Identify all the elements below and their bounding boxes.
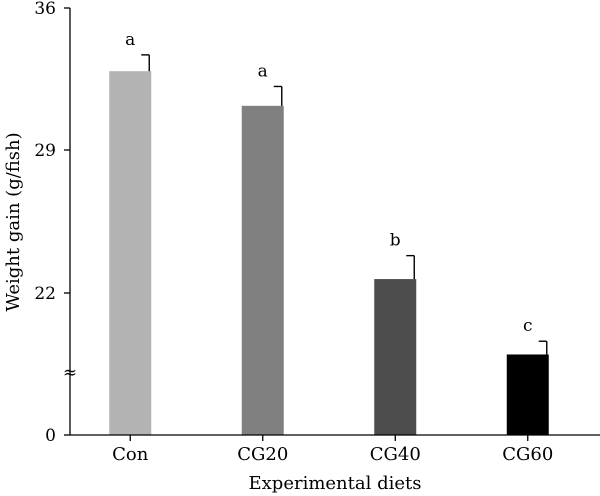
bars-layer xyxy=(109,71,549,435)
x-tick-label: CG40 xyxy=(370,444,421,465)
y-ticks-layer: 0 22 29 36 xyxy=(34,0,70,446)
significance-letter: c xyxy=(523,316,533,336)
x-tick-label: Con xyxy=(112,444,149,465)
bar xyxy=(506,354,549,435)
significance-letter: a xyxy=(258,61,268,81)
bar xyxy=(109,71,152,435)
significance-labels-layer: a a b c xyxy=(125,30,532,336)
y-axis-title: Weight gain (g/fish) xyxy=(3,132,24,311)
error-bars-layer xyxy=(141,54,548,355)
x-tick-label: CG60 xyxy=(502,444,553,465)
x-tick-label: CG20 xyxy=(237,444,288,465)
y-tick-label: 36 xyxy=(34,0,56,19)
y-tick-label: 0 xyxy=(45,426,56,446)
y-tick-label: 22 xyxy=(34,284,56,304)
x-ticks-layer: Con CG20 CG40 CG60 xyxy=(112,435,553,465)
y-tick-label: 29 xyxy=(34,141,56,161)
y-axis-break-symbol: ≈ xyxy=(63,363,77,383)
bar xyxy=(374,279,417,435)
significance-letter: b xyxy=(390,231,401,251)
bar xyxy=(241,105,284,435)
x-axis-title: Experimental diets xyxy=(249,473,422,494)
significance-letter: a xyxy=(125,30,135,50)
